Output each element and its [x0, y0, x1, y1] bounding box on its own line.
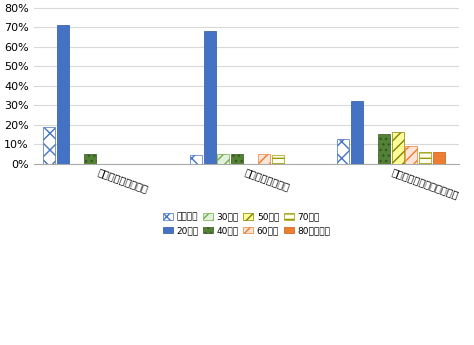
- Bar: [57, 25, 69, 164]
- Bar: [43, 127, 55, 164]
- Bar: [392, 132, 404, 164]
- Legend: 未成年者, 20歳代, 30歳代, 40歳代, 50歳代, 60歳代, 70歳代, 80歳代以上: 未成年者, 20歳代, 30歳代, 40歳代, 50歳代, 60歳代, 70歳代…: [163, 213, 330, 235]
- Bar: [272, 155, 284, 164]
- Bar: [337, 139, 349, 164]
- Bar: [378, 134, 390, 164]
- Bar: [84, 154, 96, 164]
- Bar: [231, 154, 243, 164]
- Bar: [204, 31, 216, 164]
- Bar: [218, 154, 229, 164]
- Bar: [433, 152, 445, 164]
- Bar: [419, 152, 431, 164]
- Bar: [190, 155, 202, 164]
- Bar: [405, 146, 417, 164]
- Bar: [258, 154, 270, 164]
- Bar: [351, 100, 363, 164]
